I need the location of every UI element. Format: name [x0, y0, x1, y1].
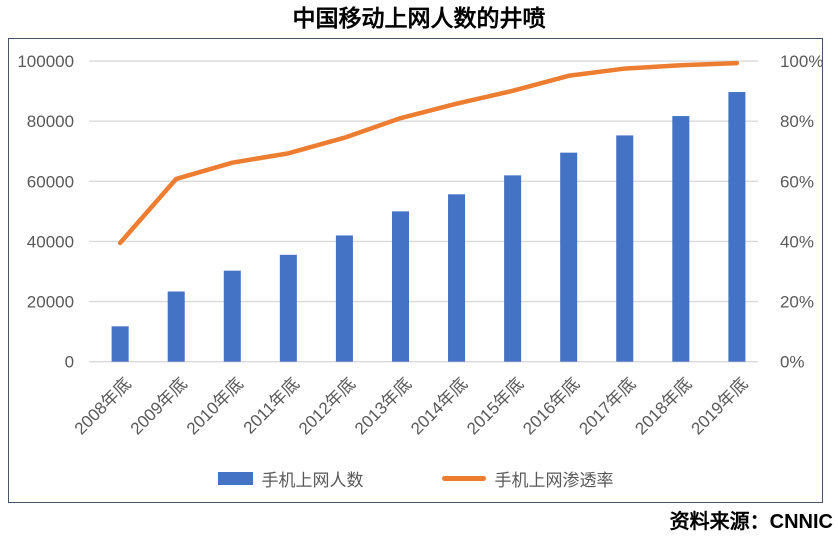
x-axis-label-2010年底: 2010年底	[183, 374, 247, 438]
legend-item-penetration: 手机上网渗透率	[441, 466, 614, 491]
chart-area: 0 0% 20000 20% 40000 40% 60000 60% 80000 80% 10000…	[8, 38, 823, 503]
bar-2011年底	[279, 254, 297, 362]
penetration-line	[117, 60, 740, 246]
source-note: 资料来源：CNNIC	[669, 511, 833, 533]
y-axis-left-tick-label: 40000	[27, 232, 74, 251]
y-axis-left-tick-label: 60000	[27, 172, 74, 191]
x-axis-label-2008年底: 2008年底	[71, 374, 135, 438]
bar-2017年底	[616, 135, 634, 362]
y-axis-right-tick-label: 40%	[780, 232, 814, 251]
x-axis-label-2012年底: 2012年底	[295, 374, 359, 438]
x-axis-label-2017年底: 2017年底	[575, 374, 639, 438]
bar-2015年底	[504, 175, 522, 362]
x-axis-label-2018年底: 2018年底	[631, 374, 695, 438]
y-axis-right-tick-label: 80%	[780, 112, 814, 131]
x-axis-label-2014年底: 2014年底	[407, 374, 471, 438]
y-axis-left-tick-label: 100000	[17, 52, 74, 71]
y-axis-left-tick-label: 20000	[27, 293, 74, 312]
chart-title: 中国移动上网人数的井喷	[292, 5, 546, 31]
x-axis-label-2015年底: 2015年底	[463, 374, 527, 438]
line-series-swatch	[441, 476, 486, 481]
legend: 手机上网人数 手机上网渗透率	[9, 466, 822, 491]
bar-2009年底	[167, 291, 185, 362]
x-axis-label-2016年底: 2016年底	[519, 374, 583, 438]
legend-item-users: 手机上网人数	[217, 466, 364, 491]
bar-series-swatch	[217, 472, 253, 485]
bar-2019年底	[728, 92, 746, 362]
bar-2013年底	[391, 211, 409, 362]
y-axis-left-tick-label: 80000	[27, 112, 74, 131]
legend-label-users: 手机上网人数	[261, 471, 364, 490]
y-axis-right-tick-label: 100%	[780, 52, 822, 71]
x-axis-label-2019年底: 2019年底	[687, 374, 751, 438]
y-axis-right-tick-label: 0%	[780, 353, 805, 372]
y-axis-left-tick-label: 0	[65, 353, 74, 372]
x-axis-label-2013年底: 2013年底	[351, 374, 415, 438]
bar-2016年底	[560, 152, 578, 362]
bar-2018年底	[672, 116, 690, 362]
x-axis-label-2009年底: 2009年底	[127, 374, 191, 438]
y-axis-right-tick-label: 20%	[780, 293, 814, 312]
legend-label-penetration: 手机上网渗透率	[494, 471, 614, 490]
bar-2010年底	[223, 270, 241, 362]
x-axis-label-2011年底: 2011年底	[240, 374, 303, 437]
bar-2008年底	[111, 326, 129, 362]
plot-svg: 0 0% 20000 20% 40000 40% 60000 60% 80000 80% 10000…	[17, 52, 822, 438]
y-axis-right-tick-label: 60%	[780, 172, 814, 191]
bar-2012年底	[335, 235, 353, 362]
bar-2014年底	[448, 194, 466, 362]
